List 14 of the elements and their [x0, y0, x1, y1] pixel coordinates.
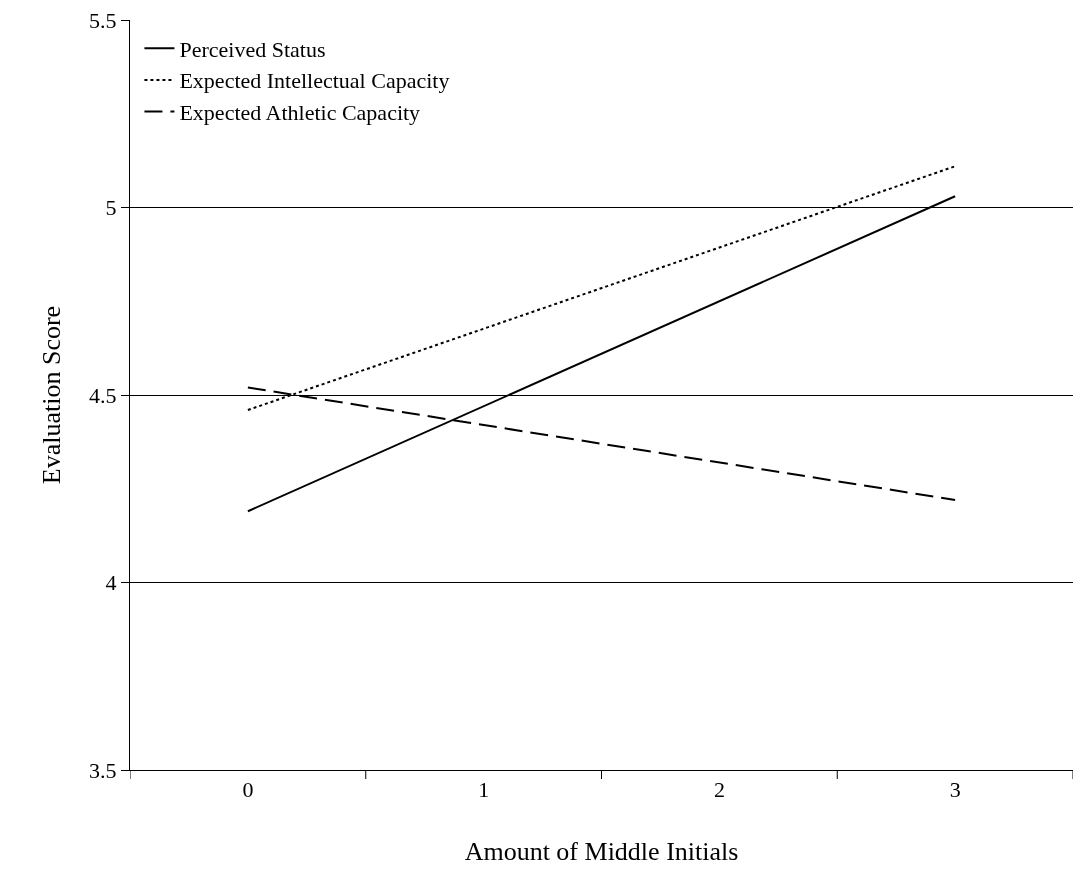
legend-label: Expected Athletic Capacity [179, 100, 421, 126]
x-tick-label: 1 [478, 777, 490, 803]
x-axis-title: Amount of Middle Initials [464, 837, 739, 867]
legend-label: Perceived Status [179, 36, 326, 62]
x-tick-label: 0 [242, 777, 254, 803]
y-tick-label: 5.5 [89, 7, 117, 33]
legend-label: Expected Intellectual Capacity [179, 68, 450, 94]
y-tick-label: 3.5 [89, 757, 117, 783]
x-tick-label: 2 [713, 777, 725, 803]
y-tick-label: 4.5 [89, 382, 117, 408]
y-tick-label: 4 [105, 570, 117, 596]
y-axis-title: Evaluation Score [37, 305, 67, 485]
y-tick-label: 5 [105, 195, 117, 221]
x-tick-label: 3 [949, 777, 961, 803]
